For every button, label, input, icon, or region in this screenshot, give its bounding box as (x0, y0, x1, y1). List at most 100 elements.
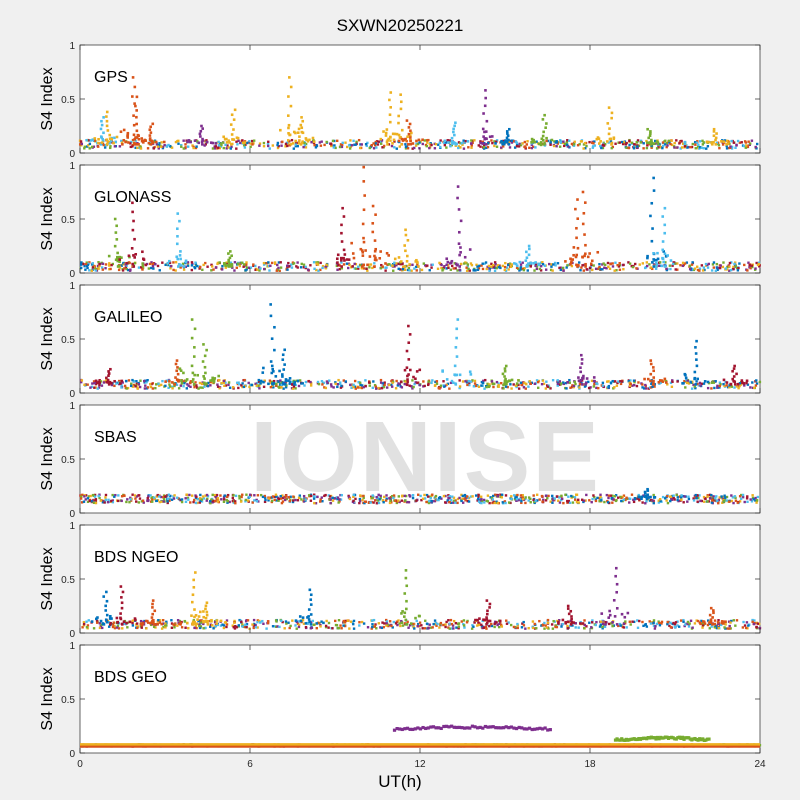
baseline-point (655, 622, 659, 626)
baseline-point (418, 141, 421, 144)
baseline-point (197, 387, 200, 390)
baseline-point (435, 382, 439, 385)
baseline-point (194, 146, 198, 150)
baseline-point (333, 144, 336, 147)
baseline-point (216, 385, 220, 388)
baseline-point (117, 499, 120, 503)
baseline-point (721, 501, 724, 504)
baseline-point (619, 382, 623, 386)
baseline-point (196, 140, 199, 143)
baseline-point (202, 497, 206, 500)
baseline-point (373, 262, 376, 265)
baseline-point (616, 381, 619, 385)
baseline-point (107, 621, 111, 624)
baseline-point (202, 263, 205, 267)
baseline-point (580, 266, 583, 269)
baseline-point (387, 624, 390, 628)
baseline-point (313, 267, 316, 271)
baseline-point (138, 497, 142, 500)
baseline-point (601, 627, 604, 630)
baseline-point (170, 146, 174, 149)
baseline-point (754, 384, 758, 387)
baseline-point (623, 498, 627, 501)
baseline-point (611, 624, 614, 628)
baseline-point (141, 499, 145, 502)
baseline-point (131, 493, 134, 496)
baseline-point (458, 386, 461, 390)
baseline-point (730, 145, 734, 149)
baseline-point (125, 500, 128, 504)
baseline-point (379, 378, 383, 382)
baseline-point (374, 499, 377, 502)
baseline-point (406, 268, 410, 272)
baseline-point (470, 144, 473, 147)
baseline-point (376, 499, 380, 502)
baseline-point (362, 385, 365, 389)
baseline-point (195, 264, 199, 268)
baseline-point (445, 383, 448, 387)
baseline-point (472, 268, 475, 272)
baseline-point (423, 493, 426, 497)
baseline-point (470, 139, 473, 142)
baseline-point (389, 499, 392, 503)
baseline-point (325, 140, 328, 144)
baseline-point (521, 496, 524, 499)
baseline-point (560, 625, 563, 628)
baseline-point (686, 146, 689, 149)
baseline-point (343, 624, 347, 628)
baseline-point (611, 379, 614, 383)
baseline-point (515, 499, 518, 502)
baseline-point (568, 378, 571, 382)
baseline-point (224, 143, 227, 146)
baseline-point (324, 267, 328, 270)
baseline-point (296, 261, 299, 264)
baseline-point (537, 386, 540, 389)
baseline-point (485, 385, 488, 389)
baseline-point (453, 262, 456, 265)
baseline-point (377, 622, 381, 625)
baseline-point (154, 263, 157, 266)
baseline-point (591, 145, 595, 148)
baseline-point (457, 145, 461, 148)
baseline-point (94, 498, 98, 501)
baseline-point (375, 627, 378, 630)
spike-6 (222, 108, 247, 146)
baseline-point (368, 146, 371, 150)
baseline-point (729, 621, 732, 624)
baseline-point (240, 495, 243, 499)
baseline-point (372, 618, 376, 622)
baseline-point (334, 619, 337, 623)
baseline-point (311, 619, 314, 623)
baseline-point (715, 495, 718, 498)
baseline-point (451, 495, 454, 498)
baseline-point (745, 497, 749, 500)
baseline-point (700, 146, 704, 150)
baseline-point (151, 265, 155, 268)
baseline-point (507, 621, 510, 624)
baseline-point (738, 262, 741, 265)
baseline-point (510, 497, 513, 501)
baseline-point (206, 497, 209, 501)
baseline-point (632, 620, 636, 624)
baseline-point (666, 144, 669, 147)
baseline-point (177, 142, 180, 145)
baseline-point (316, 263, 320, 266)
baseline-point (125, 267, 128, 271)
baseline-point (622, 626, 626, 629)
baseline-point (710, 269, 714, 272)
baseline-point (263, 379, 266, 382)
baseline-point (129, 145, 133, 149)
baseline-point (406, 147, 410, 150)
baseline-point (440, 263, 443, 267)
baseline-point (509, 383, 512, 386)
baseline-point (398, 500, 401, 504)
baseline-point (654, 139, 657, 143)
baseline-point (679, 496, 683, 499)
baseline-point (235, 140, 238, 143)
baseline-point (96, 145, 100, 148)
baseline-point (336, 264, 340, 267)
baseline-point (743, 384, 746, 387)
baseline-point (348, 497, 352, 501)
baseline-point (659, 499, 662, 503)
baseline-point (353, 385, 357, 388)
